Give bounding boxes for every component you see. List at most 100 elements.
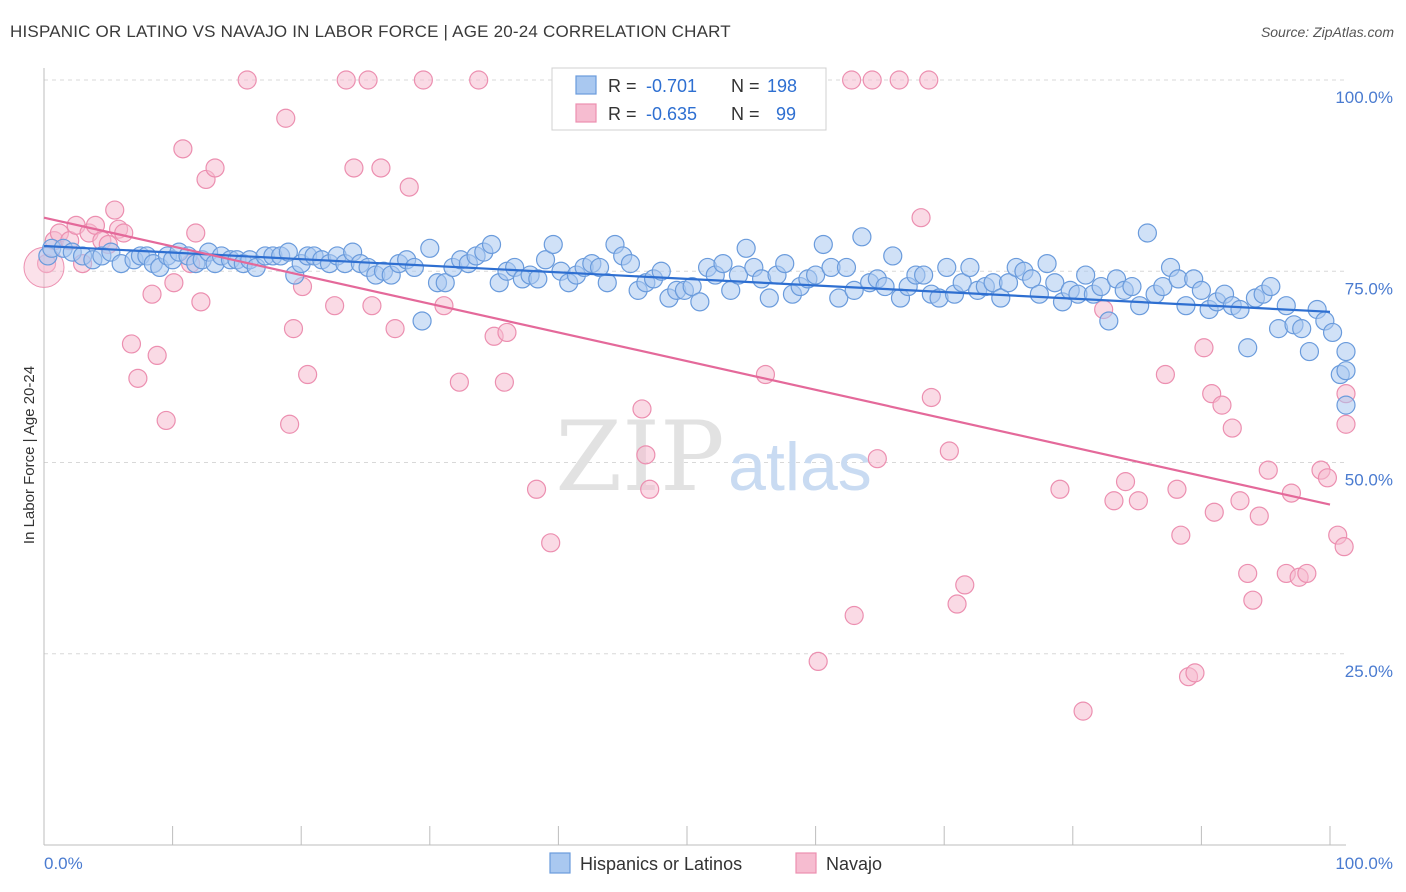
navajo-point xyxy=(449,372,469,392)
hispanic-point xyxy=(1076,265,1096,285)
navajo-point xyxy=(358,70,378,90)
hispanic-point xyxy=(728,265,749,285)
legend-swatch-blue xyxy=(575,75,597,95)
hispanic-point xyxy=(844,280,864,300)
hispanic-point xyxy=(952,273,972,293)
navajo-point xyxy=(344,158,364,178)
hispanic-point xyxy=(1099,311,1119,331)
navajo-point xyxy=(399,177,419,197)
y-tick-label: 75.0% xyxy=(1345,279,1393,298)
navajo-point xyxy=(186,223,206,243)
x-tick-labels: 0.0% 100.0% xyxy=(44,854,1393,873)
navajo-point xyxy=(497,322,517,343)
navajo-point xyxy=(1258,460,1278,480)
hispanic-point xyxy=(1091,276,1111,297)
hispanic-point xyxy=(420,238,440,258)
navajo-point xyxy=(173,139,193,159)
grid-lines xyxy=(44,79,1346,655)
hispanic-point xyxy=(278,242,298,262)
x-tick-label: 0.0% xyxy=(44,854,83,873)
hispanic-point xyxy=(535,250,556,270)
navajo-point xyxy=(921,387,941,408)
hispanic-point xyxy=(690,292,710,312)
navajo-point xyxy=(526,479,547,499)
navajo-point xyxy=(494,372,514,392)
navajo-point xyxy=(1104,491,1124,511)
hispanic-point xyxy=(805,265,826,285)
hispanic-point xyxy=(1130,296,1150,316)
navajo-point xyxy=(121,334,142,354)
navajo-point xyxy=(1317,468,1338,488)
series-label-hispanic: Hispanics or Latinos xyxy=(580,854,742,874)
navajo-point xyxy=(336,70,356,90)
hispanic-point xyxy=(852,227,872,247)
y-tick-label: 25.0% xyxy=(1345,662,1393,681)
hispanic-trend-line xyxy=(43,244,1331,313)
hispanic-point xyxy=(1336,341,1356,362)
hispanic-point xyxy=(1022,269,1042,289)
navajo-point xyxy=(844,605,864,626)
hispanic-point xyxy=(1336,395,1356,415)
hispanic-point xyxy=(1261,276,1281,297)
navajo-point xyxy=(371,158,391,178)
legend-box xyxy=(551,67,827,131)
navajo-point xyxy=(280,414,300,434)
hispanic-point xyxy=(1299,341,1320,362)
navajo-point xyxy=(862,70,882,90)
navajo-point xyxy=(1185,663,1205,683)
navajo-point xyxy=(1297,563,1317,584)
legend-n-value-2: 99 xyxy=(776,104,796,124)
legend-swatch-pink xyxy=(575,103,597,123)
y-tick-labels: 25.0% 50.0% 75.0% 100.0% xyxy=(1335,88,1393,681)
navajo-point xyxy=(889,70,909,90)
legend-r-label-2: R = xyxy=(608,104,637,124)
series-legend: Hispanics or Latinos Navajo xyxy=(549,852,882,874)
chart-title: HISPANIC OR LATINO VS NAVAJO IN LABOR FO… xyxy=(10,22,731,41)
hispanic-point xyxy=(1292,319,1312,339)
trend-lines xyxy=(43,216,1331,506)
navajo-point xyxy=(955,575,975,595)
y-axis-title: In Labor Force | Age 20-24 xyxy=(21,366,38,544)
navajo-point xyxy=(1194,338,1214,358)
navajo-point xyxy=(283,319,304,339)
hispanic-point xyxy=(1191,280,1212,300)
navajo-point xyxy=(1073,701,1093,721)
navajo-point xyxy=(632,399,652,419)
navajo-point xyxy=(1128,491,1148,511)
navajo-point xyxy=(541,533,561,553)
hispanic-point xyxy=(759,288,779,308)
axes xyxy=(43,68,1346,846)
legend-n-label-1: N = xyxy=(731,76,760,96)
navajo-point xyxy=(1222,418,1242,438)
navajo-point xyxy=(1167,479,1187,499)
navajo-point xyxy=(939,441,959,461)
navajo-point xyxy=(640,479,660,499)
hispanic-point xyxy=(1153,276,1173,297)
watermark: ZIP atlas xyxy=(555,401,871,513)
hispanic-point xyxy=(713,254,733,274)
navajo-point xyxy=(1204,502,1224,522)
hispanic-point xyxy=(597,273,617,293)
navajo-point xyxy=(1334,537,1354,557)
hispanic-point xyxy=(528,269,548,289)
source-label: Source: ZipAtlas.com xyxy=(1260,24,1394,40)
navajo-point xyxy=(164,273,184,293)
navajo-point xyxy=(362,296,382,316)
hispanic-point xyxy=(412,311,432,331)
y-tick-label: 50.0% xyxy=(1345,471,1393,490)
hispanic-point xyxy=(481,234,502,255)
series-label-navajo: Navajo xyxy=(826,854,882,874)
legend-r-value-2: -0.635 xyxy=(646,104,697,124)
navajo-point xyxy=(276,108,296,128)
series-swatch-navajo xyxy=(795,852,817,874)
navajo-point xyxy=(1281,483,1302,503)
hispanic-point xyxy=(998,273,1019,293)
hispanic-point xyxy=(813,234,833,255)
navajo-point xyxy=(911,208,931,228)
navajo-point xyxy=(156,410,176,431)
navajo-point xyxy=(842,70,862,90)
hispanic-point xyxy=(682,276,702,297)
navajo-point xyxy=(1155,364,1175,385)
hispanic-point xyxy=(1238,338,1258,358)
